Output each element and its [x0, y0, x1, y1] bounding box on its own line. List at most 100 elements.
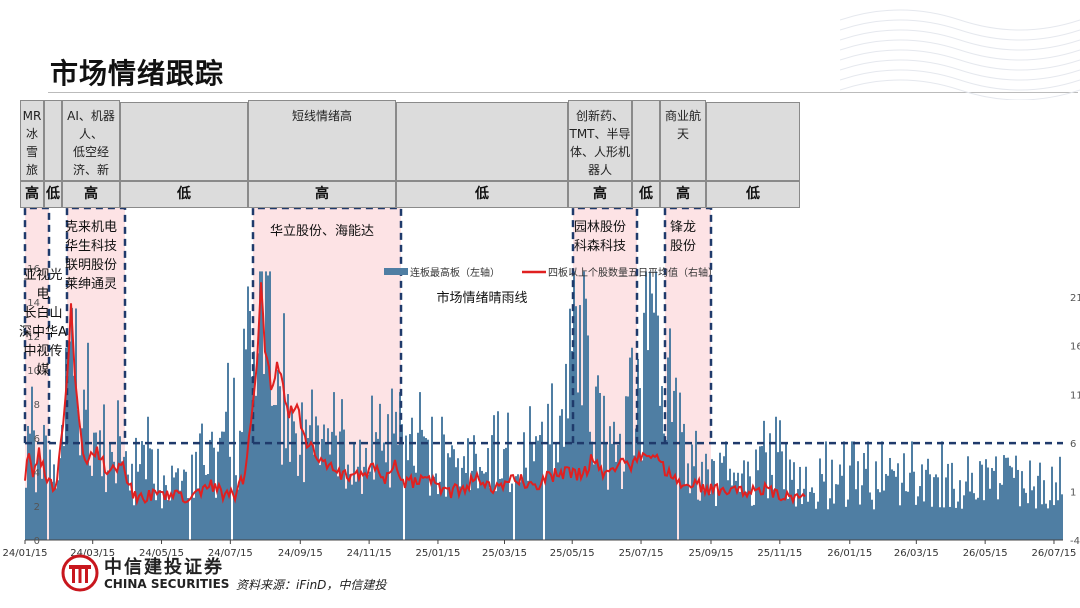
- bar: [437, 494, 439, 540]
- bar: [121, 461, 123, 540]
- bar: [325, 442, 327, 540]
- bar: [209, 439, 211, 540]
- bar: [125, 451, 127, 540]
- bar: [839, 464, 841, 540]
- bar: [781, 451, 783, 540]
- bar: [567, 418, 569, 540]
- bar: [975, 499, 977, 540]
- bar: [1031, 490, 1033, 540]
- bar: [429, 495, 431, 540]
- bar: [667, 357, 669, 540]
- bar: [107, 470, 109, 540]
- theme-box: 商业航天: [660, 100, 706, 181]
- bar: [385, 462, 387, 540]
- left-axis-tick-label: 8: [34, 400, 40, 411]
- x-axis-tick-label: 26/07/15: [1032, 548, 1077, 559]
- bar: [833, 503, 835, 540]
- bar: [905, 491, 907, 540]
- bar: [203, 465, 205, 540]
- bar: [351, 484, 353, 540]
- bar: [345, 488, 347, 540]
- bar: [241, 432, 243, 540]
- bar: [991, 468, 993, 540]
- bar: [425, 438, 427, 540]
- bar: [557, 462, 559, 540]
- bar: [497, 411, 499, 540]
- x-axis-tick-label: 26/03/15: [894, 548, 939, 559]
- representative-stocks: 园林股份 科森科技: [573, 220, 626, 254]
- bar: [545, 477, 547, 540]
- period-dashed-box-6: [571, 206, 639, 444]
- bar: [377, 438, 379, 540]
- bar: [633, 455, 635, 540]
- bar: [1019, 506, 1021, 540]
- bar: [891, 469, 893, 540]
- bar: [525, 467, 527, 540]
- bar: [483, 473, 485, 540]
- bar: [113, 461, 115, 540]
- bar: [809, 491, 811, 540]
- bar: [479, 466, 481, 540]
- bar: [289, 461, 291, 540]
- bar: [637, 359, 639, 540]
- bar: [153, 483, 155, 540]
- bar: [679, 392, 681, 540]
- bar: [147, 416, 149, 540]
- bar: [589, 431, 591, 540]
- bar: [699, 500, 701, 540]
- bar: [685, 484, 687, 540]
- bar: [1007, 457, 1009, 540]
- bar: [693, 466, 695, 540]
- bar: [395, 411, 397, 540]
- bar: [817, 501, 819, 540]
- bar: [701, 461, 703, 540]
- bar: [577, 392, 579, 540]
- bar: [1059, 456, 1061, 540]
- bar: [615, 461, 617, 540]
- bar: [909, 472, 911, 540]
- bar: [283, 313, 285, 540]
- bar: [783, 489, 785, 540]
- bar: [271, 405, 273, 540]
- x-axis-tick-label: 25/03/15: [482, 548, 527, 559]
- bar: [763, 420, 765, 540]
- bar: [339, 431, 341, 540]
- bar: [993, 470, 995, 540]
- x-axis-tick-label: 26/05/15: [963, 548, 1008, 559]
- bar: [45, 435, 47, 540]
- bar: [49, 449, 51, 540]
- bar: [911, 441, 913, 540]
- sentiment-level-label: 低: [396, 181, 568, 208]
- bar: [893, 470, 895, 540]
- bar: [353, 442, 355, 540]
- bar: [177, 468, 179, 540]
- bar: [391, 388, 393, 540]
- x-axis-tick-label: 24/05/15: [139, 548, 184, 559]
- bar: [617, 444, 619, 540]
- bar: [627, 396, 629, 540]
- bar: [135, 437, 137, 540]
- bar: [655, 271, 657, 540]
- bar: [553, 475, 555, 540]
- bar: [37, 454, 39, 540]
- bar: [673, 390, 675, 540]
- bar: [319, 465, 321, 540]
- sentiment-level-label: 高: [248, 181, 396, 208]
- bar: [907, 491, 909, 540]
- bar: [939, 507, 941, 540]
- bar: [771, 474, 773, 540]
- bar: [71, 307, 73, 540]
- bar: [373, 479, 375, 540]
- bar: [715, 506, 717, 540]
- bar: [393, 433, 395, 540]
- bar: [477, 488, 479, 540]
- bar: [815, 508, 817, 540]
- bar: [989, 488, 991, 540]
- bar: [1047, 508, 1049, 540]
- bar: [831, 459, 833, 540]
- bar: [885, 474, 887, 540]
- bar: [565, 363, 567, 540]
- bar: [695, 430, 697, 540]
- bar: [397, 445, 399, 540]
- bar: [837, 484, 839, 540]
